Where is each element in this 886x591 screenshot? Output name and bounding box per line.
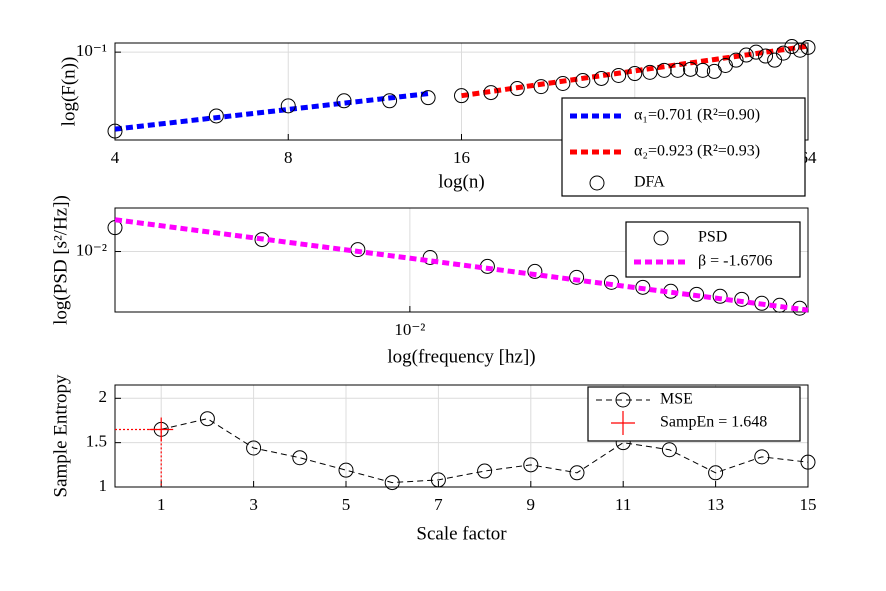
- marker: [728, 52, 744, 68]
- marker: [615, 392, 631, 408]
- axis-box: [114, 42, 809, 141]
- y-axis-label: log(PSD [s²/Hz]): [50, 195, 71, 325]
- x-tick-label: 7: [434, 495, 443, 514]
- marker: [792, 42, 808, 58]
- x-axis-label: Scale factor: [416, 523, 507, 544]
- marker: [555, 76, 571, 92]
- marker: [800, 454, 816, 470]
- marker: [420, 90, 436, 106]
- marker: [748, 44, 764, 60]
- marker: [800, 39, 816, 55]
- marker: [454, 88, 469, 104]
- y-tick-label: 2: [99, 387, 108, 406]
- marker: [683, 61, 699, 77]
- marker: [642, 64, 658, 80]
- x-tick-label: 5: [342, 495, 351, 514]
- x-tick-label: 1: [157, 495, 166, 514]
- legend-label: α₁=0.701 (R²=0.90): [634, 107, 760, 124]
- marker: [670, 62, 686, 78]
- marker: [483, 85, 499, 101]
- axis-box: [114, 384, 809, 488]
- series-line: [114, 91, 429, 132]
- marker: [246, 440, 262, 456]
- legend-label: DFA: [634, 174, 665, 191]
- legend-label: SampEn = 1.648: [660, 414, 767, 431]
- marker: [717, 57, 733, 73]
- x-tick-label: 9: [527, 495, 536, 514]
- marker: [603, 274, 619, 290]
- y-tick-label: 10⁻¹: [76, 41, 107, 60]
- marker: [149, 417, 174, 442]
- marker: [627, 66, 643, 82]
- marker: [611, 67, 627, 83]
- marker: [338, 462, 354, 478]
- legend-box: [561, 97, 806, 197]
- guide-line: [115, 428, 162, 487]
- marker: [107, 123, 123, 139]
- marker: [754, 295, 770, 311]
- marker: [477, 463, 493, 479]
- marker: [712, 288, 728, 304]
- marker: [533, 79, 549, 95]
- marker: [527, 263, 543, 279]
- axis-box: [114, 207, 809, 313]
- marker: [208, 108, 224, 124]
- marker: [430, 472, 446, 488]
- series-line: [461, 43, 809, 99]
- series-line: [114, 217, 809, 313]
- marker: [199, 411, 215, 427]
- y-axis-label: Sample Entropy: [50, 374, 71, 497]
- marker: [758, 48, 774, 64]
- marker: [695, 62, 711, 78]
- x-tick-label: 11: [615, 495, 631, 514]
- marker: [653, 230, 669, 246]
- marker: [509, 81, 525, 97]
- legend-label: α₂=0.923 (R²=0.93): [634, 143, 760, 160]
- y-tick-label: 1: [99, 476, 108, 495]
- marker: [611, 411, 635, 435]
- marker: [661, 442, 677, 458]
- marker: [280, 98, 296, 114]
- x-tick-label: 10⁻²: [394, 320, 425, 339]
- y-axis-label: log(F(n)): [58, 57, 79, 127]
- marker: [589, 175, 605, 191]
- marker: [569, 269, 585, 285]
- legend-label: MSE: [660, 391, 693, 408]
- x-tick-label: 4: [111, 148, 120, 167]
- legend-label: PSD: [698, 229, 727, 246]
- marker: [689, 286, 705, 302]
- marker: [708, 465, 724, 481]
- marker: [384, 475, 400, 491]
- marker: [523, 457, 539, 473]
- marker: [593, 70, 609, 86]
- marker: [734, 291, 750, 307]
- x-tick-label: 15: [800, 495, 817, 514]
- marker: [569, 465, 585, 481]
- marker: [292, 450, 308, 466]
- marker: [575, 72, 591, 88]
- legend-label: β = -1.6706: [698, 253, 773, 270]
- x-tick-label: 16: [453, 148, 470, 167]
- x-axis-label: log(frequency [hz]): [387, 346, 535, 367]
- x-tick-label: 8: [284, 148, 293, 167]
- marker: [382, 93, 398, 109]
- marker: [738, 47, 754, 63]
- y-tick-label: 1.5: [86, 432, 107, 451]
- y-tick-label: 10⁻²: [76, 240, 107, 259]
- marker: [336, 93, 352, 109]
- x-axis-label: log(n): [438, 171, 484, 192]
- marker: [784, 39, 800, 55]
- x-tick-label: 13: [707, 495, 724, 514]
- x-tick-label: 3: [249, 495, 258, 514]
- marker: [754, 449, 770, 465]
- legend-box: [625, 221, 801, 278]
